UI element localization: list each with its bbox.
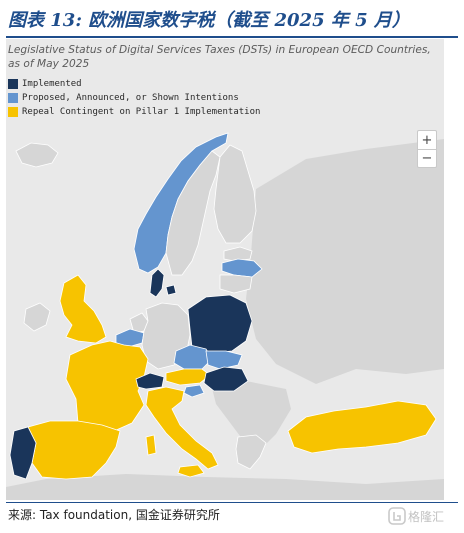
country-italy-sardinia[interactable] [145, 434, 157, 456]
country-latvia[interactable] [221, 258, 263, 278]
zoom-control: + − [417, 130, 437, 168]
map-legend: Implemented Proposed, Announced, or Show… [8, 77, 260, 119]
map-landmass-balkans [211, 379, 291, 449]
country-denmark-islands[interactable] [165, 284, 177, 296]
europe-map [6, 132, 444, 500]
country-portugal[interactable] [9, 426, 37, 480]
watermark: 格隆汇 [388, 505, 460, 527]
legend-label-repeal-contingent: Repeal Contingent on Pillar 1 Implementa… [22, 107, 261, 117]
country-sweden[interactable] [165, 150, 221, 276]
source-divider [6, 502, 458, 503]
map-landmass-east [246, 139, 444, 384]
legend-item-implemented: Implemented [8, 77, 260, 91]
legend-swatch-proposed [8, 93, 18, 103]
country-poland[interactable] [187, 294, 253, 354]
country-switzerland[interactable] [135, 372, 165, 390]
country-czech-republic[interactable] [173, 344, 213, 370]
legend-label-implemented: Implemented [22, 79, 82, 89]
country-ireland[interactable] [23, 302, 51, 332]
country-finland[interactable] [213, 144, 257, 244]
source-note: 来源: Tax foundation, 国金证券研究所 [8, 508, 220, 522]
country-italy[interactable] [145, 386, 219, 470]
title-divider [6, 36, 458, 38]
country-austria[interactable] [165, 368, 211, 386]
watermark-text: 格隆汇 [408, 509, 445, 524]
zoom-in-button[interactable]: + [421, 132, 433, 148]
figure-title: 图表 13: 欧洲国家数字税（截至 2025 年 5 月） [8, 10, 410, 31]
legend-label-proposed: Proposed, Announced, or Shown Intentions [22, 93, 239, 103]
country-turkey[interactable] [287, 400, 437, 454]
country-estonia[interactable] [223, 246, 253, 262]
legend-swatch-repeal-contingent [8, 107, 18, 117]
legend-swatch-implemented [8, 79, 18, 89]
country-hungary[interactable] [203, 366, 249, 392]
country-spain[interactable] [27, 420, 121, 480]
country-slovakia[interactable] [205, 350, 243, 370]
country-slovenia[interactable] [183, 384, 205, 398]
map-caption: Legislative Status of Digital Services T… [8, 44, 431, 70]
country-greece[interactable] [235, 434, 267, 470]
legend-item-repeal-contingent: Repeal Contingent on Pillar 1 Implementa… [8, 105, 260, 119]
map-panel: Legislative Status of Digital Services T… [6, 39, 444, 500]
zoom-out-button[interactable]: − [418, 149, 436, 167]
country-iceland[interactable] [15, 142, 59, 168]
map-landmass-africa [6, 474, 444, 500]
country-denmark[interactable] [149, 268, 165, 298]
country-lithuania[interactable] [219, 274, 253, 294]
country-united-kingdom[interactable] [59, 274, 107, 344]
legend-item-proposed: Proposed, Announced, or Shown Intentions [8, 91, 260, 105]
country-italy-sicily[interactable] [177, 464, 205, 478]
watermark-logo-icon [388, 507, 406, 525]
country-france[interactable] [65, 340, 149, 432]
